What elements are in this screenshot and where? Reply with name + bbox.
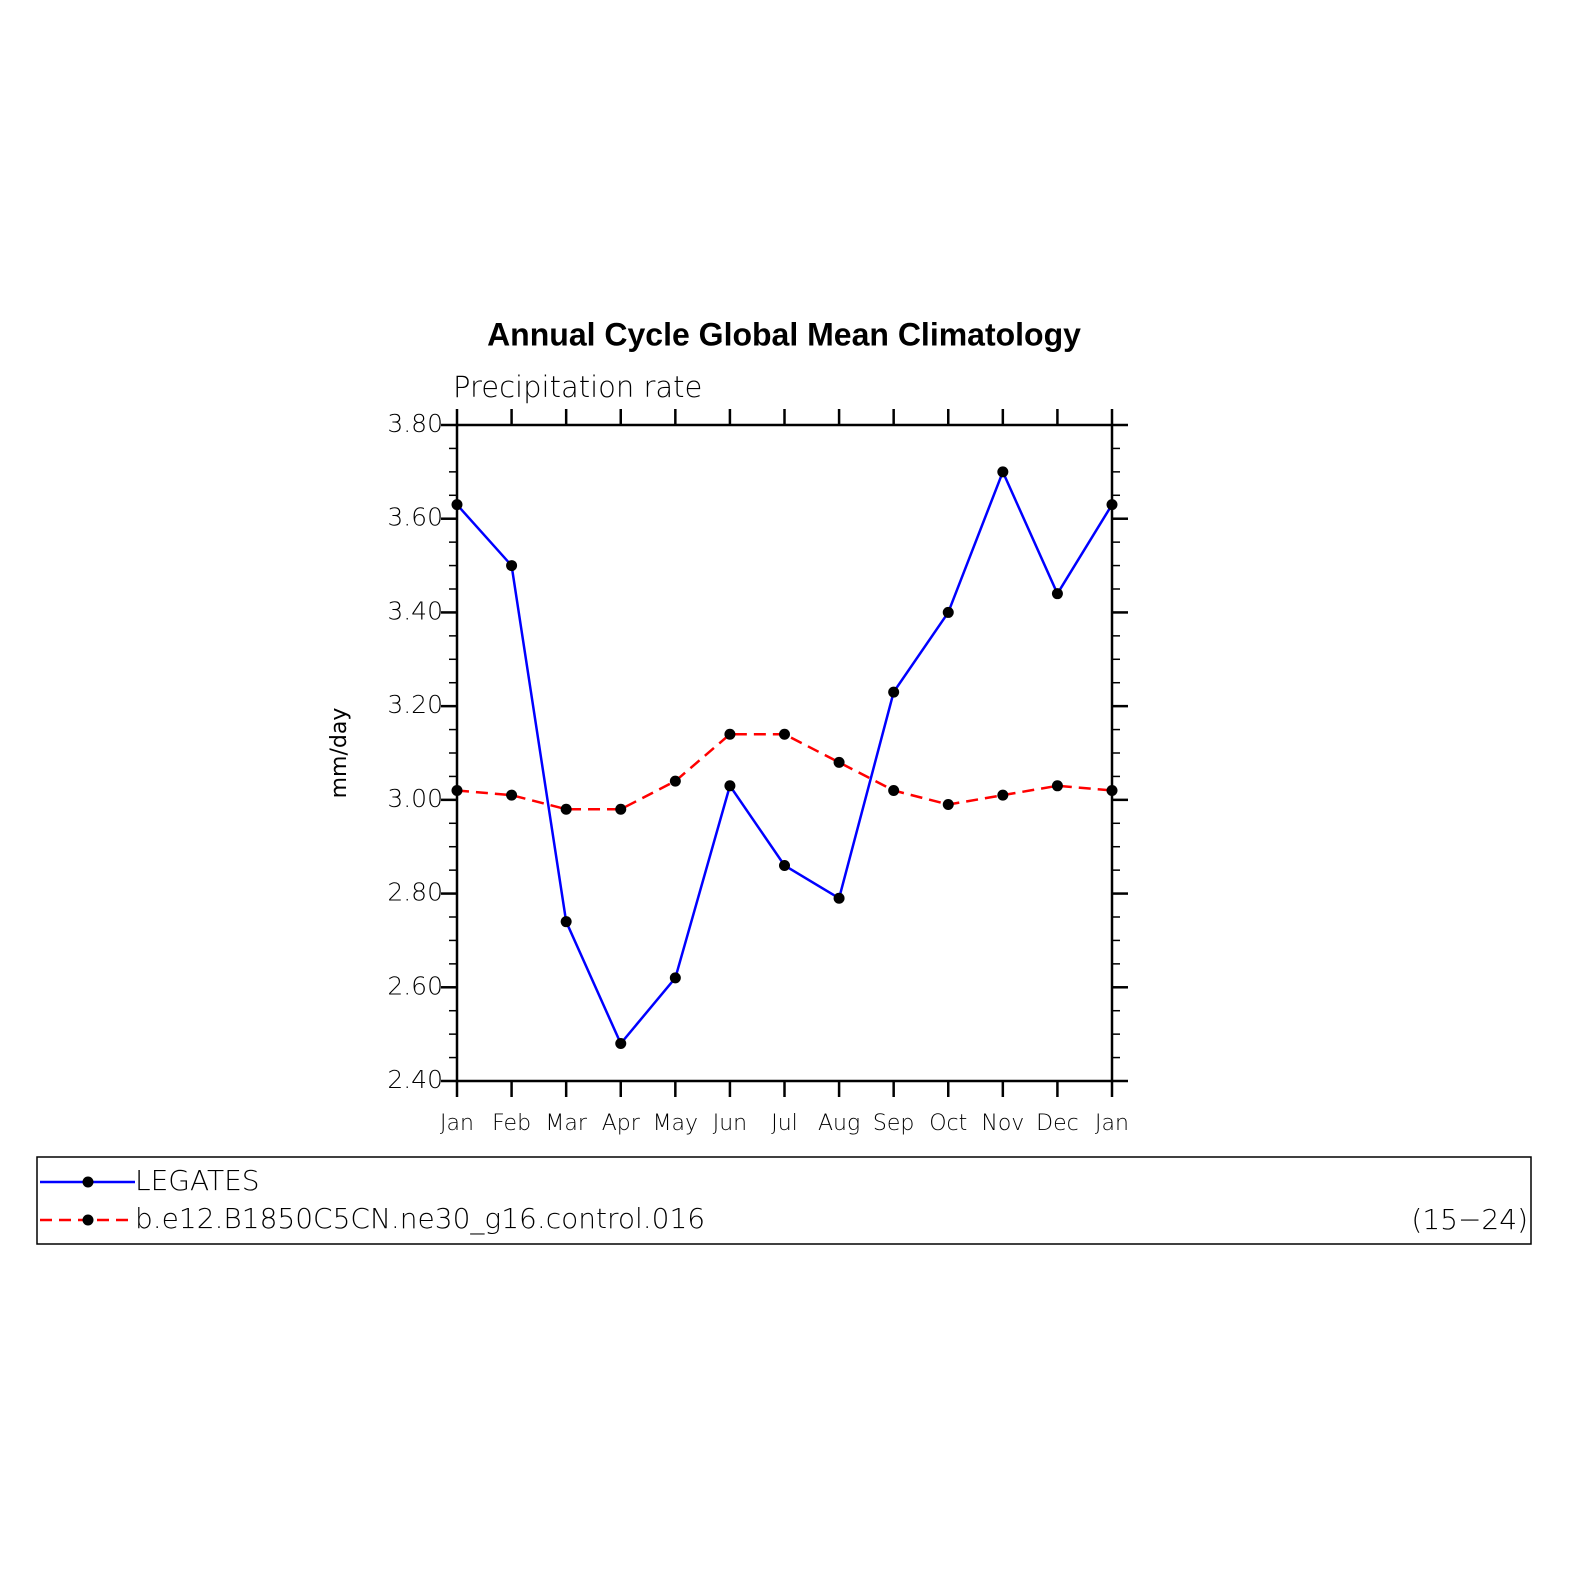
data-point xyxy=(451,784,463,796)
y-tick-label: 2.80 xyxy=(387,878,443,907)
legend-label: b.e12.B1850C5CN.ne30_g16.control.016 xyxy=(135,1202,705,1236)
y-tick-label: 3.20 xyxy=(387,690,443,719)
data-point xyxy=(997,789,1009,801)
x-tick-label: Jul xyxy=(771,1111,798,1136)
x-tick-label: Jun xyxy=(713,1111,747,1136)
data-point xyxy=(942,799,954,811)
plot-frame xyxy=(455,423,1114,1083)
data-point xyxy=(1106,499,1118,511)
y-tick-label: 3.60 xyxy=(387,503,443,532)
legend-note: (15−24) xyxy=(1411,1203,1528,1236)
data-point xyxy=(506,560,518,572)
y-tick-label: 2.60 xyxy=(387,971,443,1000)
legend-marker xyxy=(82,1176,94,1188)
data-point xyxy=(779,859,790,871)
data-point xyxy=(560,916,572,928)
x-tick-label: Oct xyxy=(929,1111,967,1136)
x-tick-label: Nov xyxy=(981,1111,1024,1136)
data-point xyxy=(451,499,463,511)
data-point xyxy=(724,728,736,740)
series-line xyxy=(456,468,1114,1046)
data-point xyxy=(997,466,1009,478)
x-tick-label: Jan xyxy=(440,1111,474,1136)
data-point xyxy=(888,784,900,796)
chart-subtitle: Precipitation rate xyxy=(453,370,702,404)
x-tick-label: Dec xyxy=(1036,1111,1079,1136)
legend-box xyxy=(36,1156,1532,1245)
data-point xyxy=(724,780,736,792)
data-point xyxy=(1051,780,1063,792)
data-point xyxy=(560,803,572,815)
data-point xyxy=(833,892,845,904)
data-point xyxy=(669,972,681,984)
data-point xyxy=(506,789,518,801)
x-tick-label: May xyxy=(653,1111,698,1136)
y-axis-label: mm/day xyxy=(327,708,352,799)
y-tick-label: 3.40 xyxy=(387,596,443,625)
data-point xyxy=(1106,784,1118,796)
y-tick-label: 3.80 xyxy=(387,409,443,438)
y-tick-label: 3.00 xyxy=(387,784,443,813)
data-point xyxy=(615,803,627,815)
x-tick-label: Feb xyxy=(492,1111,531,1136)
data-point xyxy=(942,606,954,618)
x-tick-label: Jan xyxy=(1095,1111,1129,1136)
series-line xyxy=(456,733,1113,811)
x-tick-label: Sep xyxy=(873,1111,914,1136)
legend-marker xyxy=(82,1214,94,1226)
data-point xyxy=(779,728,790,740)
data-point xyxy=(833,756,845,768)
data-point xyxy=(669,775,681,787)
x-tick-label: Mar xyxy=(545,1111,587,1136)
data-point xyxy=(888,686,900,698)
data-point xyxy=(615,1038,627,1050)
legend-label: LEGATES xyxy=(135,1164,260,1197)
x-tick-label: Aug xyxy=(818,1111,860,1136)
chart-title: Annual Cycle Global Mean Climatology xyxy=(487,316,1081,352)
data-point xyxy=(1051,588,1063,600)
y-tick-label: 2.40 xyxy=(387,1065,443,1094)
x-tick-label: Apr xyxy=(602,1111,641,1136)
